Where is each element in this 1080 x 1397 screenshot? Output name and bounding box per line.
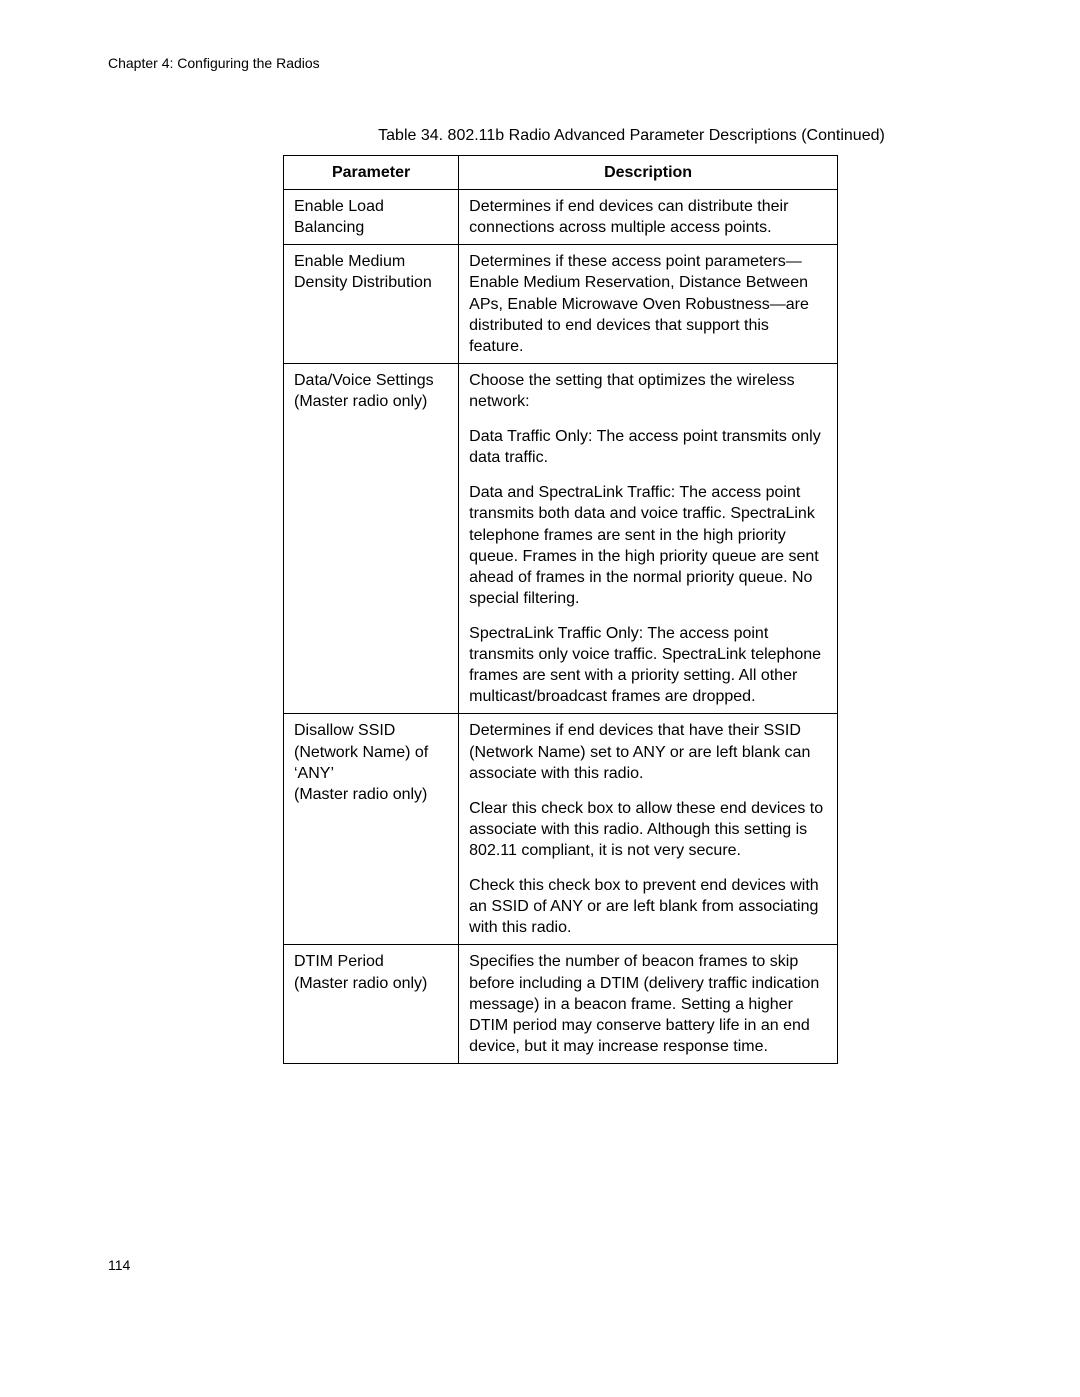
description-paragraph: Check this check box to prevent end devi… <box>469 875 827 938</box>
description-cell: Choose the setting that optimizes the wi… <box>459 363 838 714</box>
description-paragraph: Clear this check box to allow these end … <box>469 798 827 861</box>
table-caption: Table 34. 802.11b Radio Advanced Paramet… <box>283 127 980 145</box>
description-cell: Determines if these access point paramet… <box>459 245 838 364</box>
description-paragraph: Determines if end devices can distribute… <box>469 196 827 238</box>
page: Chapter 4: Configuring the Radios Table … <box>0 0 1080 1397</box>
parameter-cell: Data/Voice Settings (Master radio only) <box>284 363 459 714</box>
parameter-cell: Enable Load Balancing <box>284 190 459 245</box>
table-row: Disallow SSID (Network Name) of ‘ANY’ (M… <box>284 714 838 945</box>
page-number: 114 <box>108 1257 130 1273</box>
table-row: Data/Voice Settings (Master radio only)C… <box>284 363 838 714</box>
column-header-description: Description <box>459 156 838 190</box>
column-header-parameter: Parameter <box>284 156 459 190</box>
description-paragraph: Choose the setting that optimizes the wi… <box>469 370 827 412</box>
parameter-cell: Disallow SSID (Network Name) of ‘ANY’ (M… <box>284 714 459 945</box>
description-paragraph: Data Traffic Only: The access point tran… <box>469 426 827 468</box>
description-paragraph: Determines if end devices that have thei… <box>469 720 827 783</box>
description-paragraph: Specifies the number of beacon frames to… <box>469 951 827 1057</box>
description-paragraph: SpectraLink Traffic Only: The access poi… <box>469 623 827 707</box>
description-cell: Specifies the number of beacon frames to… <box>459 945 838 1064</box>
table-header-row: Parameter Description <box>284 156 838 190</box>
table-body: Enable Load BalancingDetermines if end d… <box>284 190 838 1064</box>
table-row: Enable Medium Density DistributionDeterm… <box>284 245 838 364</box>
table-row: DTIM Period (Master radio only)Specifies… <box>284 945 838 1064</box>
description-cell: Determines if end devices can distribute… <box>459 190 838 245</box>
description-paragraph: Determines if these access point paramet… <box>469 251 827 357</box>
parameter-cell: DTIM Period (Master radio only) <box>284 945 459 1064</box>
table-row: Enable Load BalancingDetermines if end d… <box>284 190 838 245</box>
chapter-header: Chapter 4: Configuring the Radios <box>108 55 980 71</box>
parameter-cell: Enable Medium Density Distribution <box>284 245 459 364</box>
description-cell: Determines if end devices that have thei… <box>459 714 838 945</box>
description-paragraph: Data and SpectraLink Traffic: The access… <box>469 482 827 609</box>
parameter-table: Parameter Description Enable Load Balanc… <box>283 155 838 1064</box>
